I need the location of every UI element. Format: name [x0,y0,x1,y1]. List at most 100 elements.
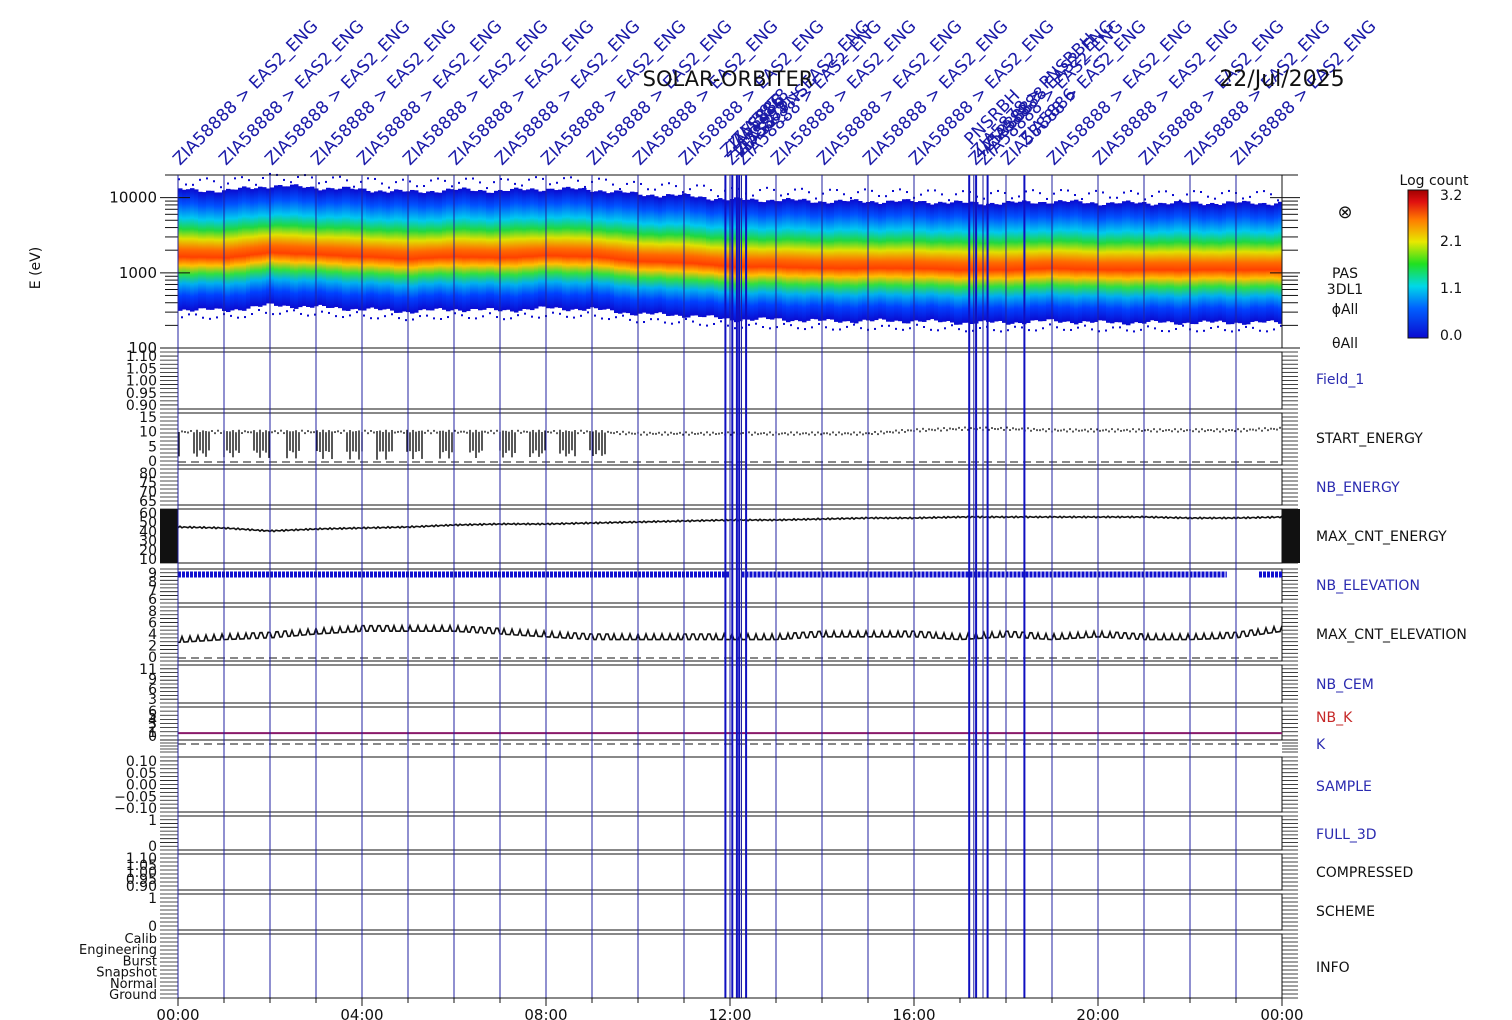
spectrogram-column [366,190,371,309]
spectrogram-noise [573,316,575,319]
panel-ytick-label: Snapshot [96,966,157,981]
panel-ytick-label: 0 [148,839,157,855]
spectrogram-noise [1140,328,1142,331]
spectrogram-column [950,202,955,323]
spectrogram-noise [1263,190,1265,193]
spectrogram-column [582,187,587,311]
panel-ytick-label: 40 [139,524,157,540]
spectrogram-column [558,189,563,308]
spectrogram-noise [503,318,505,321]
spectrogram-column [1026,201,1031,323]
spectrogram-noise [920,193,922,196]
spectrogram-column [322,189,327,307]
panel-ytick-label: Normal [110,977,157,992]
spectrogram-noise [1224,329,1226,332]
spectrogram-noise [780,194,782,197]
panel-ytick-label: 1 [148,725,157,741]
spectrogram-column [634,192,639,316]
spectrogram-noise [895,327,897,330]
spectrogram-column [510,188,515,312]
spectrogram-noise [426,314,428,317]
spectrogram-column [270,187,275,304]
spectrogram-noise [608,318,610,321]
spectrogram-noise [370,317,372,320]
spectrogram-noise [713,322,715,325]
spectrogram-noise [937,329,939,332]
panel-ytick-label: 1.10 [126,349,157,365]
spectrogram-noise [391,313,393,316]
spectrogram-noise [419,315,421,318]
spectrogram-noise [1158,190,1160,193]
spectrogram-column [982,205,987,321]
spectrogram-noise [244,316,246,319]
spectrogram-column [286,186,291,306]
spectrogram-noise [692,320,694,323]
spectrogram-noise [1207,195,1209,198]
spectrogram-noise [1175,327,1177,330]
spectrogram-noise [839,328,841,331]
spectrogram-column [1042,201,1047,322]
spectrogram-column [1206,204,1211,322]
spectrogram-noise [1032,189,1034,192]
spectrogram-noise [871,189,873,192]
panel-ytick-label: 80 [139,466,157,482]
spectrogram-noise [615,316,617,319]
spectrogram-noise [570,176,572,179]
panel-ytick-label: 6 [148,616,157,632]
spectrogram-column [890,200,895,322]
spectrogram-noise [899,188,901,191]
spectrogram-noise [766,186,768,189]
spectrogram-noise [311,176,313,179]
spectrogram-noise [752,194,754,197]
spectrogram-column [1066,201,1071,322]
spectrogram-ytick-label: 10000 [109,189,157,207]
spectrogram-noise [286,310,288,313]
spectrogram-column [194,189,199,311]
spectrogram-noise [1186,193,1188,196]
spectrogram-noise [209,317,211,320]
spectrogram-noise [482,315,484,318]
panel-sample: 0.100.050.00−0.05−0.10 SAMPLE [114,754,1372,817]
panel-label: MAX_CNT_ENERGY [1316,529,1447,545]
colorbar-tick-label: 0.0 [1440,328,1462,344]
spectrogram-noise [843,193,845,196]
spectrogram-column [454,189,459,310]
spectrogram-noise [629,318,631,321]
spectrogram-noise [402,178,404,181]
panel-ytick-label: 60 [139,506,157,522]
spectrogram-column [630,191,635,316]
spectrogram-noise [598,177,600,180]
spectrogram-column [978,204,983,322]
spectrogram-noise [720,320,722,323]
spectrogram-column [942,202,947,322]
spectrogram-noise [706,324,708,327]
spectrogram-noise [811,326,813,329]
spectrogram-noise [888,324,890,327]
panel-label: SAMPLE [1316,779,1372,795]
colorbar-gradient [1407,189,1429,339]
spectrogram-column [178,188,183,311]
spectrogram-noise [430,179,432,182]
spectrogram-column [638,194,643,314]
spectrogram-noise [307,314,309,317]
spectrogram-noise [689,188,691,191]
spectrogram-noise [517,314,519,317]
spectrogram-noise [321,310,323,313]
spectrogram-noise [1046,197,1048,200]
colorbar: Log count 3.2 2.1 1.1 0.0 [1400,173,1469,344]
spectrogram-column [706,199,711,316]
spectrogram-noise [559,312,561,315]
spectrogram-noise [433,317,435,320]
time-axis-label: 00:00 [156,1006,199,1020]
panel-compressed: 1.101.051.000.950.90 COMPRESSED [126,851,1413,895]
spectrogram-column [530,188,535,311]
spectrogram-column [1238,202,1243,324]
spectrogram-noise [853,323,855,326]
spectrogram-column [1046,203,1051,320]
spectrogram-noise [398,317,400,320]
spectrogram-column [798,199,803,322]
spectrogram-noise [1067,189,1069,192]
spectrogram-column [894,201,899,321]
panel-ytick-label: 0.90 [126,398,157,414]
